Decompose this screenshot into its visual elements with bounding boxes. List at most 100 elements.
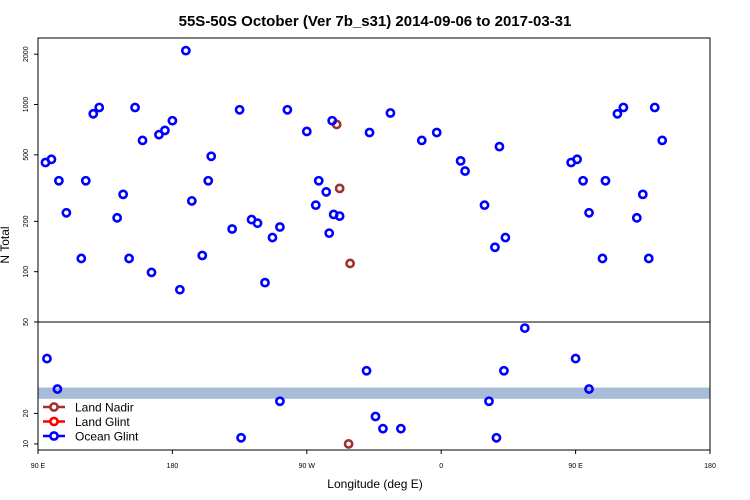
ocean-glint-point: [572, 154, 582, 165]
ocean-glint-point: [499, 365, 509, 376]
ocean-glint-point: [313, 175, 324, 186]
y-tick-label: 500: [23, 149, 30, 161]
ocean-glint-point: [584, 207, 594, 218]
ocean-glint-point: [334, 211, 345, 222]
ocean-glint-point: [203, 175, 214, 186]
land-nadir-point: [334, 183, 345, 194]
ocean-glint-point: [167, 115, 178, 126]
x-tick-label: 90 W: [299, 463, 316, 470]
chart-title: 55S-50S October (Ver 7b_s31) 2014-09-06 …: [179, 13, 572, 30]
ocean-glint-point: [649, 102, 660, 113]
ocean-glint-point: [275, 222, 285, 232]
y-axis-label: N Total: [0, 226, 12, 263]
ocean-glint-point: [324, 228, 335, 239]
ocean-glint-point: [267, 232, 278, 243]
ocean-glint-point: [484, 396, 494, 407]
ocean-glint-point: [137, 135, 148, 146]
ocean-glint-point: [227, 224, 238, 234]
legend-label: Land Nadir: [75, 401, 134, 415]
ocean-glint-point: [364, 127, 375, 138]
ocean-glint-point: [112, 212, 123, 223]
ocean-glint-point: [275, 396, 285, 407]
x-axis: 90 E 180 90 W 0 90 E 180: [31, 450, 716, 470]
ocean-glint-point: [54, 175, 64, 186]
ocean-glint-point: [42, 353, 52, 364]
data-points: [40, 45, 668, 449]
y-tick-label: 20: [23, 409, 30, 417]
y-tick-label: 100: [23, 266, 30, 278]
land-nadir-point: [345, 258, 356, 269]
ocean-glint-point: [597, 253, 608, 264]
ocean-glint-point: [455, 155, 466, 166]
ocean-glint-point: [631, 212, 642, 223]
ocean-glint-point: [52, 384, 63, 394]
legend-label: Land Glint: [75, 415, 130, 429]
ocean-glint-point: [519, 323, 530, 333]
ocean-glint-point: [76, 253, 87, 264]
ocean-glint-point: [570, 353, 581, 364]
ocean-glint-point: [146, 267, 157, 278]
ocean-glint-point: [61, 207, 72, 218]
ocean-glint-point: [236, 432, 246, 443]
ocean-glint-point: [479, 200, 490, 211]
ocean-glint-point: [197, 250, 208, 261]
ocean-glint-point: [124, 253, 134, 264]
y-tick-label: 50: [23, 318, 30, 326]
ocean-glint-point: [130, 102, 140, 113]
lower-plot-frame: [37, 321, 711, 451]
ocean-glint-point: [460, 166, 470, 176]
lower-panel-band: [38, 387, 710, 399]
y-tick-label: 1000: [23, 97, 30, 113]
ocean-glint-point: [490, 242, 500, 253]
x-tick-label: 90 E: [568, 463, 583, 470]
y-tick-label: 200: [23, 215, 30, 227]
land-nadir-point: [343, 439, 354, 449]
ocean-glint-point: [174, 284, 185, 295]
ocean-glint-point: [282, 104, 293, 115]
ocean-glint-point: [370, 411, 381, 422]
legend-label: Ocean Glint: [75, 430, 139, 444]
ocean-glint-point: [301, 126, 312, 137]
ocean-glint-point: [94, 102, 105, 113]
x-axis-label: Longitude (deg E): [327, 477, 422, 491]
ocean-glint-point: [46, 154, 57, 165]
ocean-glint-point: [361, 365, 372, 376]
ocean-glint-point: [234, 104, 245, 115]
ocean-glint-point: [500, 232, 511, 243]
x-tick-label: 180: [704, 463, 716, 470]
y-tick-label: 2000: [23, 46, 30, 62]
x-tick-label: 180: [167, 463, 179, 470]
ocean-glint-point: [657, 135, 668, 146]
ocean-glint-point: [578, 175, 588, 186]
ocean-glint-point: [252, 218, 263, 229]
x-tick-label: 0: [439, 463, 443, 470]
ocean-glint-point: [637, 189, 648, 200]
legend-swatch-marker: [49, 402, 59, 412]
ocean-glint-point: [494, 141, 505, 152]
ocean-glint-point: [612, 108, 623, 119]
ocean-glint-point: [160, 125, 170, 136]
ocean-glint-point: [186, 196, 197, 206]
ocean-glint-point: [584, 384, 594, 394]
ocean-glint-point: [416, 135, 427, 146]
ocean-glint-point: [385, 108, 396, 118]
ocean-glint-point: [491, 432, 502, 443]
ocean-glint-point: [431, 127, 442, 138]
ocean-glint-point: [206, 151, 217, 162]
ocean-glint-point: [643, 253, 654, 264]
y-tick-label: 10: [23, 440, 30, 448]
ocean-glint-point: [395, 423, 406, 434]
legend-swatch-marker: [49, 431, 59, 441]
y-axis-lower: 10 20: [23, 409, 38, 448]
ocean-glint-point: [118, 189, 129, 200]
ocean-glint-point: [310, 200, 321, 211]
ocean-glint-point: [327, 115, 338, 126]
lower-panel: [37, 321, 711, 451]
x-tick-label: 90 E: [31, 463, 46, 470]
legend-swatch-marker: [49, 416, 59, 427]
y-axis-upper: 50 100 200 500 1000 2000: [23, 46, 38, 326]
ocean-glint-point: [260, 277, 270, 288]
